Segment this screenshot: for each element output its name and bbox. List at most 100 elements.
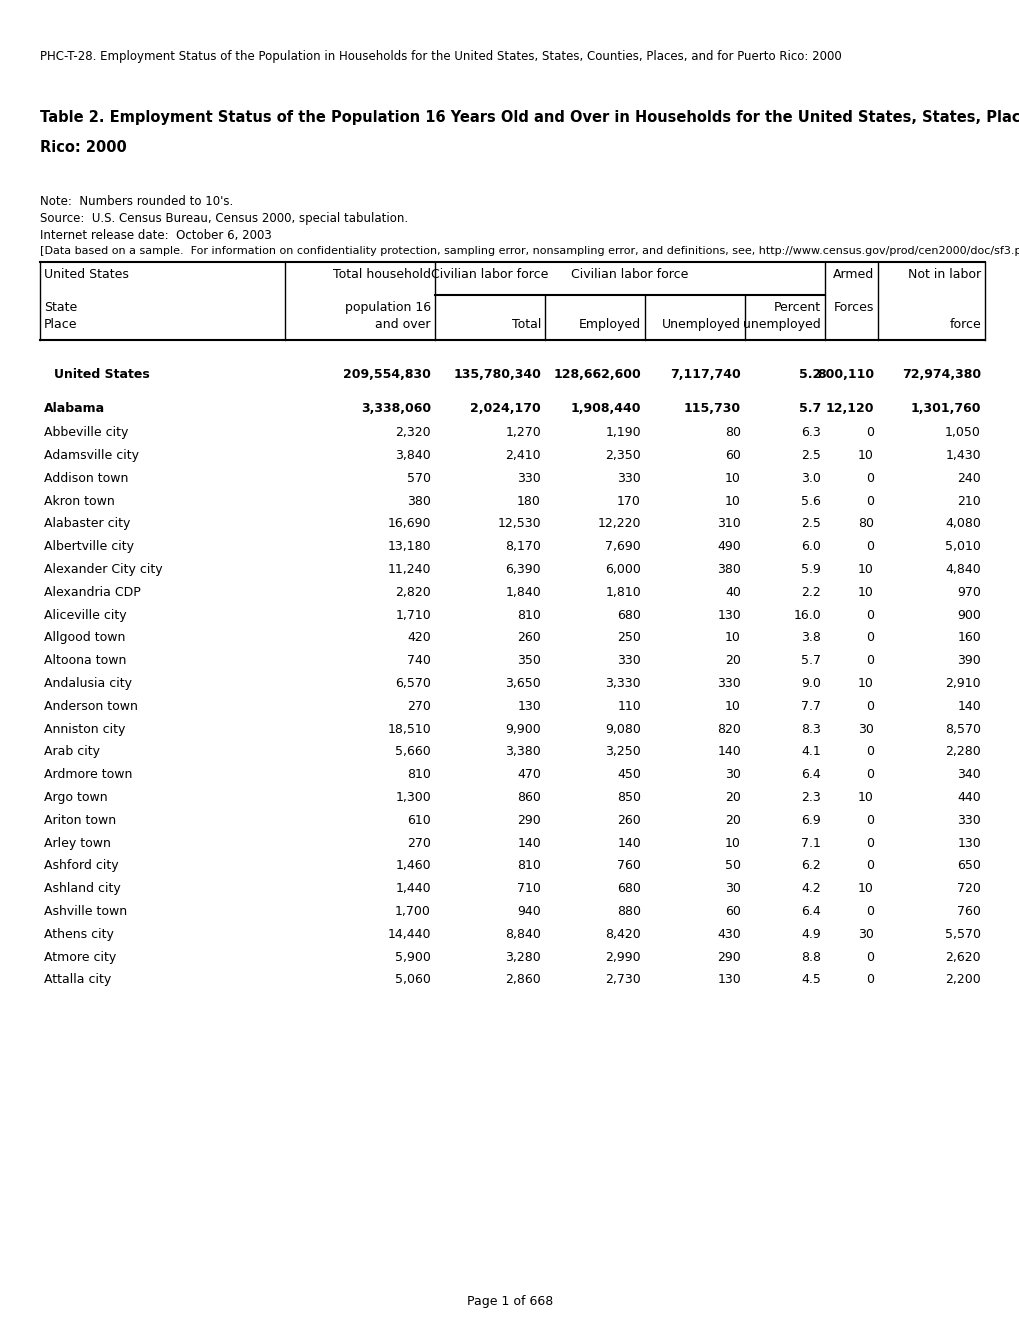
Text: Table 2. Employment Status of the Population 16 Years Old and Over in Households: Table 2. Employment Status of the Popula… xyxy=(40,110,1019,125)
Text: 10: 10 xyxy=(857,562,873,576)
Text: 13,180: 13,180 xyxy=(387,540,431,553)
Text: 0: 0 xyxy=(865,540,873,553)
Text: 6.3: 6.3 xyxy=(801,426,820,440)
Text: 0: 0 xyxy=(865,813,873,826)
Text: Ardmore town: Ardmore town xyxy=(44,768,132,781)
Text: 0: 0 xyxy=(865,426,873,440)
Text: 0: 0 xyxy=(865,906,873,917)
Text: 1,908,440: 1,908,440 xyxy=(570,403,640,416)
Text: 18,510: 18,510 xyxy=(387,722,431,735)
Text: 0: 0 xyxy=(865,768,873,781)
Text: 5.2: 5.2 xyxy=(798,368,820,381)
Text: 250: 250 xyxy=(616,631,640,644)
Text: Argo town: Argo town xyxy=(44,791,108,804)
Text: 820: 820 xyxy=(716,722,740,735)
Text: 4.2: 4.2 xyxy=(801,882,820,895)
Text: 7.7: 7.7 xyxy=(800,700,820,713)
Text: 2,910: 2,910 xyxy=(945,677,980,690)
Text: 135,780,340: 135,780,340 xyxy=(452,368,540,381)
Text: 140: 140 xyxy=(956,700,980,713)
Text: 4.5: 4.5 xyxy=(800,973,820,986)
Text: 5.7: 5.7 xyxy=(798,403,820,416)
Text: 16,690: 16,690 xyxy=(387,517,431,531)
Text: 810: 810 xyxy=(517,859,540,873)
Text: 4.1: 4.1 xyxy=(801,746,820,758)
Text: 10: 10 xyxy=(725,631,740,644)
Text: 5.9: 5.9 xyxy=(800,562,820,576)
Text: 20: 20 xyxy=(725,813,740,826)
Text: Aliceville city: Aliceville city xyxy=(44,609,126,622)
Text: 180: 180 xyxy=(517,495,540,507)
Text: 6.4: 6.4 xyxy=(801,906,820,917)
Text: Note:  Numbers rounded to 10's.: Note: Numbers rounded to 10's. xyxy=(40,195,233,209)
Text: Alexandria CDP: Alexandria CDP xyxy=(44,586,141,599)
Text: Akron town: Akron town xyxy=(44,495,115,507)
Text: 2.3: 2.3 xyxy=(801,791,820,804)
Text: 610: 610 xyxy=(407,813,431,826)
Text: 2.5: 2.5 xyxy=(800,517,820,531)
Text: 160: 160 xyxy=(956,631,980,644)
Text: 240: 240 xyxy=(956,471,980,484)
Text: 0: 0 xyxy=(865,631,873,644)
Text: 290: 290 xyxy=(517,813,540,826)
Text: 8,570: 8,570 xyxy=(944,722,980,735)
Text: unemployed: unemployed xyxy=(743,318,820,331)
Text: 2,200: 2,200 xyxy=(945,973,980,986)
Text: 10: 10 xyxy=(857,586,873,599)
Text: 2,410: 2,410 xyxy=(504,449,540,462)
Text: 2,320: 2,320 xyxy=(395,426,431,440)
Text: force: force xyxy=(949,318,980,331)
Text: 330: 330 xyxy=(616,655,640,667)
Text: Total household: Total household xyxy=(332,268,431,281)
Text: 0: 0 xyxy=(865,609,873,622)
Text: 7,117,740: 7,117,740 xyxy=(669,368,740,381)
Text: 310: 310 xyxy=(716,517,740,531)
Text: Arab city: Arab city xyxy=(44,746,100,758)
Text: 210: 210 xyxy=(956,495,980,507)
Text: 8.3: 8.3 xyxy=(800,722,820,735)
Text: 20: 20 xyxy=(725,791,740,804)
Text: Anderson town: Anderson town xyxy=(44,700,138,713)
Text: and over: and over xyxy=(375,318,431,331)
Text: Source:  U.S. Census Bureau, Census 2000, special tabulation.: Source: U.S. Census Bureau, Census 2000,… xyxy=(40,213,408,224)
Text: 6.4: 6.4 xyxy=(801,768,820,781)
Text: 2,620: 2,620 xyxy=(945,950,980,964)
Text: 40: 40 xyxy=(725,586,740,599)
Text: 140: 140 xyxy=(616,837,640,850)
Text: 760: 760 xyxy=(616,859,640,873)
Text: Alabaster city: Alabaster city xyxy=(44,517,130,531)
Text: Ashland city: Ashland city xyxy=(44,882,120,895)
Text: 1,460: 1,460 xyxy=(395,859,431,873)
Text: 900: 900 xyxy=(956,609,980,622)
Text: 6.0: 6.0 xyxy=(800,540,820,553)
Text: 10: 10 xyxy=(857,882,873,895)
Text: 6,000: 6,000 xyxy=(604,562,640,576)
Text: 60: 60 xyxy=(725,449,740,462)
Text: 128,662,600: 128,662,600 xyxy=(552,368,640,381)
Text: 0: 0 xyxy=(865,471,873,484)
Text: 5,570: 5,570 xyxy=(944,928,980,941)
Text: 16.0: 16.0 xyxy=(793,609,820,622)
Text: PHC-T-28. Employment Status of the Population in Households for the United State: PHC-T-28. Employment Status of the Popul… xyxy=(40,50,841,63)
Text: 3,380: 3,380 xyxy=(504,746,540,758)
Text: 5.7: 5.7 xyxy=(800,655,820,667)
Text: 2,860: 2,860 xyxy=(504,973,540,986)
Text: Employed: Employed xyxy=(579,318,640,331)
Text: 2.5: 2.5 xyxy=(800,449,820,462)
Text: 5,010: 5,010 xyxy=(945,540,980,553)
Text: 1,810: 1,810 xyxy=(604,586,640,599)
Text: 860: 860 xyxy=(517,791,540,804)
Text: 3,650: 3,650 xyxy=(504,677,540,690)
Text: Ashford city: Ashford city xyxy=(44,859,118,873)
Text: Unemployed: Unemployed xyxy=(661,318,740,331)
Text: 8,840: 8,840 xyxy=(504,928,540,941)
Text: 0: 0 xyxy=(865,837,873,850)
Text: 209,554,830: 209,554,830 xyxy=(342,368,431,381)
Text: 650: 650 xyxy=(956,859,980,873)
Text: 1,710: 1,710 xyxy=(395,609,431,622)
Text: Alabama: Alabama xyxy=(44,403,105,416)
Text: 5,900: 5,900 xyxy=(394,950,431,964)
Text: United States: United States xyxy=(44,268,128,281)
Text: 0: 0 xyxy=(865,655,873,667)
Text: 80: 80 xyxy=(857,517,873,531)
